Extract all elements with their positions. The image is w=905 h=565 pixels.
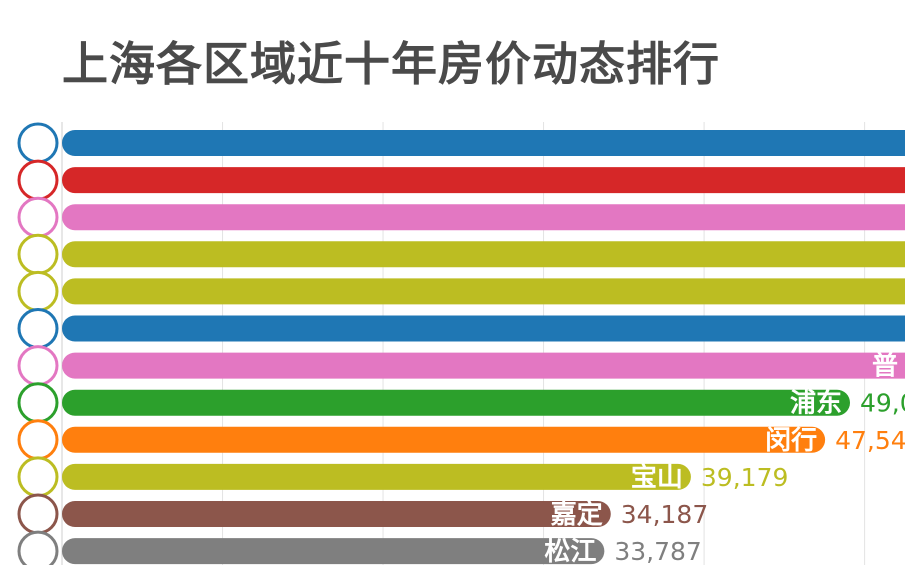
bar [62, 426, 826, 453]
category-label: 浦东 [790, 388, 842, 419]
category-label: 宝山 [631, 462, 683, 493]
gridlines [61, 122, 866, 565]
bar [62, 389, 850, 416]
bar [62, 241, 905, 268]
bar [62, 204, 905, 231]
bar [62, 501, 611, 527]
bar-icon [17, 233, 59, 275]
bar-icon [17, 308, 59, 349]
value-label: 33,787 [614, 537, 701, 565]
bar-icon [17, 530, 59, 565]
bar [62, 278, 905, 305]
chart-title: 上海各区域近十年房价动态排行 [62, 37, 720, 91]
bar [62, 538, 605, 565]
bar [62, 315, 905, 342]
category-label: 松江 [544, 537, 596, 565]
category-label: 普 [872, 351, 898, 382]
bar [62, 463, 691, 490]
bar-icon [17, 456, 59, 498]
bar-icons [17, 122, 59, 565]
value-label: 34,187 [621, 500, 708, 529]
bar-icon [17, 122, 59, 164]
bar-icon [17, 493, 59, 535]
category-label: 闵行 [765, 425, 817, 456]
bar [62, 130, 905, 156]
value-label: 47,540 [835, 426, 905, 455]
bar-icon [17, 196, 59, 238]
bar [62, 352, 905, 379]
value-label: 49,09 [860, 389, 905, 418]
bar-icon [17, 419, 59, 461]
bar [62, 167, 905, 194]
bar-icon [17, 382, 59, 424]
category-label: 嘉定 [551, 499, 603, 530]
value-label: 39,179 [701, 463, 788, 492]
bar-icon [17, 159, 59, 201]
bar-labels: 普浦东 49,09 闵行 47,540 宝山 39,179 嘉定 34,187 松江 33,787 [544, 351, 905, 565]
bar-icon [17, 270, 59, 312]
bar-icon [17, 345, 59, 387]
bars [62, 130, 905, 565]
